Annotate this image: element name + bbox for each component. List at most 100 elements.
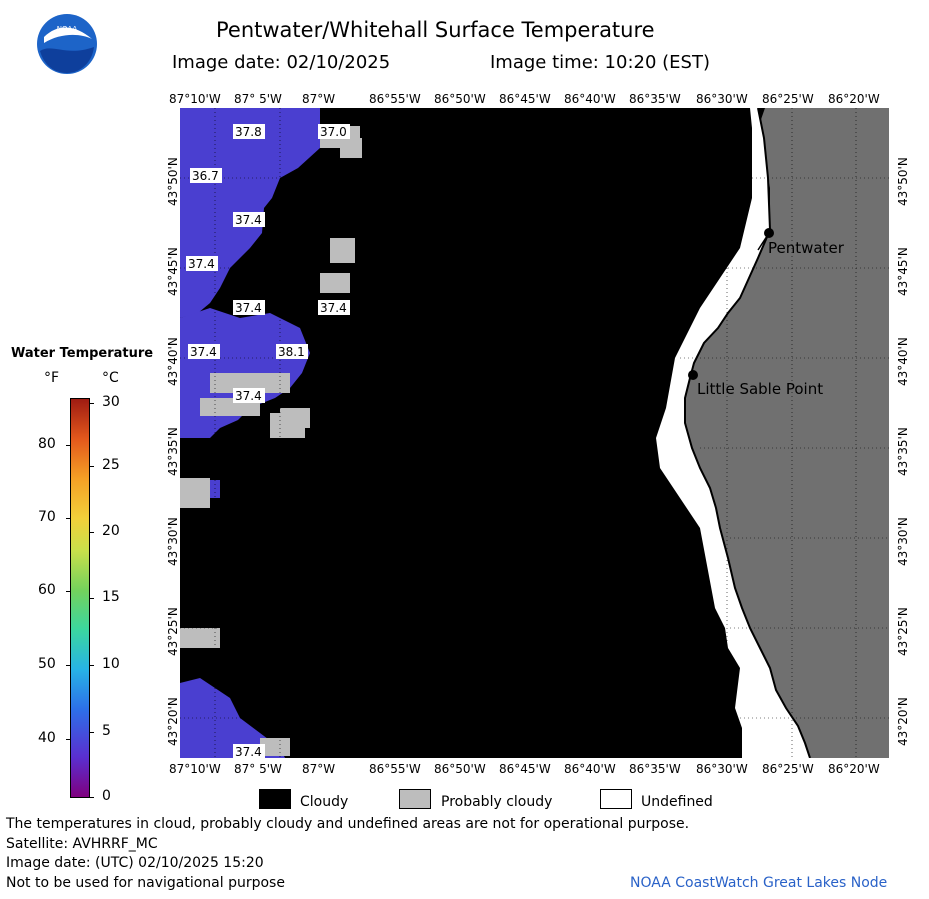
temperature-label: 37.4 [190, 345, 217, 359]
fahrenheit-tick-mark [66, 591, 70, 592]
right-lat-tick: 43°40'N [896, 337, 910, 386]
bottom-lon-tick: 87°10'W [169, 762, 221, 776]
bottom-lon-tick: 86°20'W [828, 762, 880, 776]
fahrenheit-tick-mark [66, 518, 70, 519]
celsius-tick-mark [90, 598, 94, 599]
celsius-tick-label: 5 [102, 723, 111, 739]
temperature-label: 37.4 [320, 301, 347, 315]
noaa-logo: NOAA [37, 14, 97, 74]
temperature-label: 37.0 [320, 125, 347, 139]
fahrenheit-tick-label: 50 [38, 656, 56, 672]
temperature-label: 37.4 [235, 301, 262, 315]
left-lat-tick: 43°50'N [166, 157, 180, 206]
celsius-tick-mark [90, 403, 94, 404]
top-lon-tick: 86°40'W [564, 92, 616, 106]
legend-title: Water Temperature [11, 346, 154, 361]
left-lat-tick: 43°35'N [166, 427, 180, 476]
bottom-lon-tick: 86°35'W [629, 762, 681, 776]
celsius-tick-label: 15 [102, 589, 120, 605]
bottom-lon-tick: 87° 5'W [234, 762, 282, 776]
fahrenheit-tick-mark [66, 665, 70, 666]
fahrenheit-tick-label: 60 [38, 582, 56, 598]
right-lat-tick: 43°45'N [896, 247, 910, 296]
fahrenheit-tick-label: 70 [38, 509, 56, 525]
bottom-lon-tick: 86°25'W [762, 762, 814, 776]
cloudy-swatch [259, 789, 291, 809]
right-lat-tick: 43°25'N [896, 607, 910, 656]
top-lon-tick: 87°10'W [169, 92, 221, 106]
celsius-tick-mark [90, 797, 94, 798]
logo-text: NOAA [57, 25, 78, 33]
right-lat-tick: 43°35'N [896, 427, 910, 476]
celsius-tick-label: 10 [102, 656, 120, 672]
temperature-map: Pentwater Little Sable Point 37.8 37.0 36.… [180, 108, 889, 758]
right-lat-tick: 43°30'N [896, 517, 910, 566]
probably-cloudy-swatch [399, 789, 431, 809]
probably-cloudy-areas [180, 126, 362, 756]
temperature-label: 37.4 [235, 213, 262, 227]
top-lon-tick: 87° 5'W [234, 92, 282, 106]
satellite-text: Satellite: AVHRRF_MC [6, 836, 158, 852]
celsius-tick-mark [90, 665, 94, 666]
celsius-tick-mark [90, 532, 94, 533]
bottom-lon-tick: 86°55'W [369, 762, 421, 776]
land-area [685, 108, 889, 758]
top-lon-tick: 86°20'W [828, 92, 880, 106]
fahrenheit-tick-mark [66, 445, 70, 446]
bottom-lon-tick: 86°40'W [564, 762, 616, 776]
disclaimer-text: The temperatures in cloud, probably clou… [6, 816, 690, 832]
page-title: Pentwater/Whitehall Surface Temperature [216, 18, 655, 42]
left-lat-tick: 43°45'N [166, 247, 180, 296]
little-sable-point-marker [688, 370, 698, 380]
image-date: Image date: 02/10/2025 [172, 52, 391, 73]
left-lat-tick: 43°30'N [166, 517, 180, 566]
fahrenheit-tick-label: 80 [38, 436, 56, 452]
temperature-label: 36.7 [192, 169, 219, 183]
color-scale-bar [70, 398, 90, 798]
top-lon-tick: 87°W [302, 92, 336, 106]
undefined-label: Undefined [641, 794, 713, 810]
temperature-label: 37.8 [235, 125, 262, 139]
bottom-lon-tick: 86°30'W [696, 762, 748, 776]
probably-cloudy-label: Probably cloudy [441, 794, 553, 810]
top-lon-tick: 86°30'W [696, 92, 748, 106]
bottom-lon-tick: 86°45'W [499, 762, 551, 776]
cloudy-label: Cloudy [300, 794, 349, 810]
temperature-label: 38.1 [278, 345, 305, 359]
temperature-label: 37.4 [188, 257, 215, 271]
right-lat-tick: 43°50'N [896, 157, 910, 206]
coastline [684, 108, 811, 758]
celsius-tick-label: 30 [102, 394, 120, 410]
celsius-tick-mark [90, 732, 94, 733]
navigation-warning: Not to be used for navigational purpose [6, 875, 285, 891]
left-lat-tick: 43°20'N [166, 697, 180, 746]
temperature-label: 37.4 [235, 745, 262, 758]
utc-date-text: Image date: (UTC) 02/10/2025 15:20 [6, 855, 264, 871]
left-lat-tick: 43°40'N [166, 337, 180, 386]
place-label: Little Sable Point [697, 380, 823, 398]
bottom-lon-tick: 87°W [302, 762, 336, 776]
image-time: Image time: 10:20 (EST) [490, 52, 710, 73]
temperature-label: 37.4 [235, 389, 262, 403]
left-lat-tick: 43°25'N [166, 607, 180, 656]
top-lon-tick: 86°35'W [629, 92, 681, 106]
undefined-swatch [600, 789, 632, 809]
credit-text: NOAA CoastWatch Great Lakes Node [630, 875, 888, 891]
legend-unit-f: °F [44, 370, 60, 386]
top-lon-tick: 86°25'W [762, 92, 814, 106]
temperature-labels: 37.8 37.0 36.7 37.4 37.4 37.4 37.4 37.4 38.1 37.4… [186, 124, 350, 758]
place-label: Pentwater [768, 239, 845, 257]
legend-unit-c: °C [102, 370, 119, 386]
celsius-tick-mark [90, 466, 94, 467]
celsius-tick-label: 25 [102, 457, 120, 473]
bottom-lon-tick: 86°50'W [434, 762, 486, 776]
fahrenheit-tick-label: 40 [38, 730, 56, 746]
graticule [180, 108, 889, 758]
fahrenheit-tick-mark [66, 739, 70, 740]
top-lon-tick: 86°50'W [434, 92, 486, 106]
celsius-tick-label: 20 [102, 523, 120, 539]
celsius-tick-label: 0 [102, 788, 111, 804]
top-lon-tick: 86°55'W [369, 92, 421, 106]
right-lat-tick: 43°20'N [896, 697, 910, 746]
top-lon-tick: 86°45'W [499, 92, 551, 106]
